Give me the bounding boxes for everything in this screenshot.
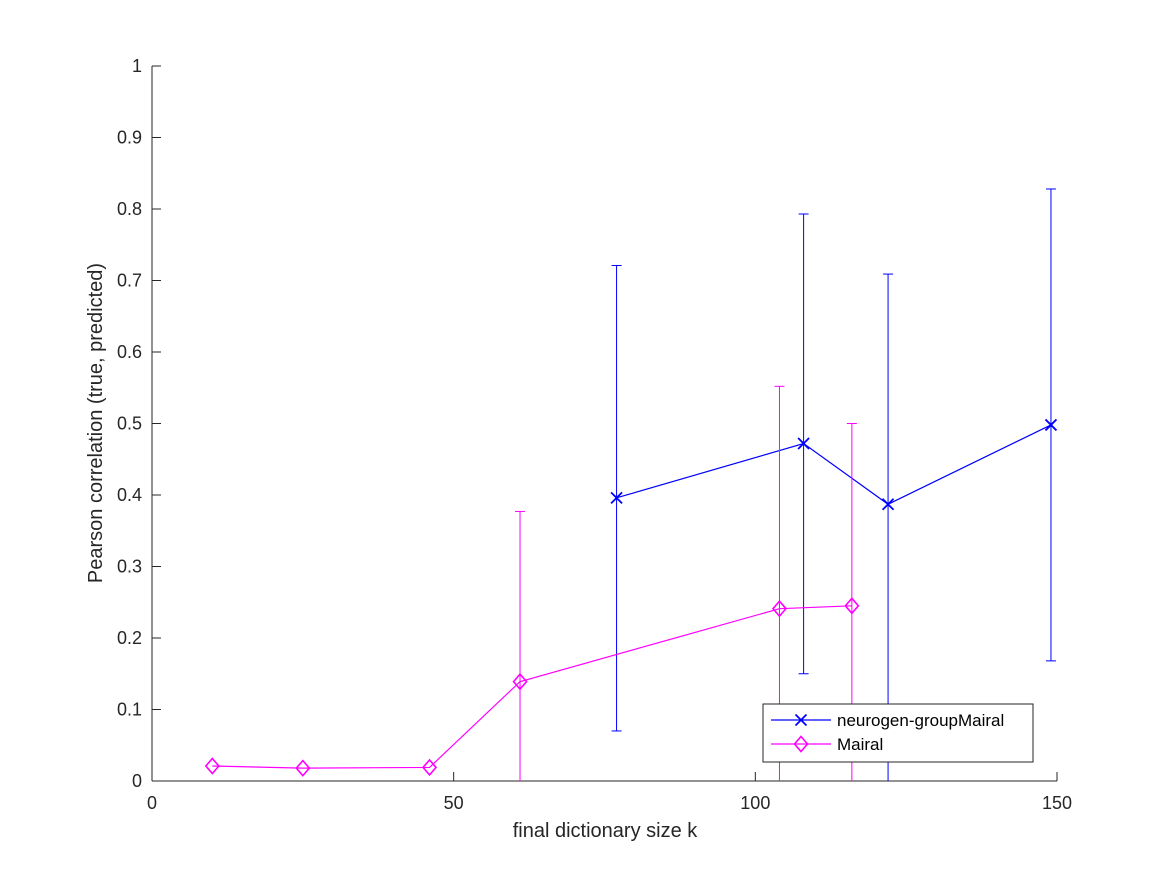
x-marker-stroke [881,498,895,511]
x-tick-label: 100 [740,793,770,813]
legend-label: Mairal [837,735,883,754]
data-point [421,758,438,777]
legend-label: neurogen-groupMairal [837,711,1004,730]
series-neurogen-groupmairal [610,188,1058,781]
legend-marker [794,713,808,727]
y-tick-label: 0.3 [117,557,142,577]
data-point [204,757,220,775]
y-tick-label: 0.9 [117,128,142,148]
legend-marker [793,735,809,753]
series-line [616,424,1052,505]
data-point [610,491,623,504]
y-tick-label: 0.7 [117,271,142,291]
x-marker-stroke [610,491,623,504]
legend: neurogen-groupMairal Mairal [762,703,1034,763]
error-bar [883,273,894,781]
x-tick-label: 50 [444,793,464,813]
y-tick-label: 0.6 [117,342,142,362]
x-tick-label: 0 [147,793,157,813]
error-bar [515,510,526,781]
y-tick-label: 0.2 [117,628,142,648]
legend-item: Mairal [771,735,883,754]
data-point [797,437,810,450]
series-line [212,605,852,769]
data-point [512,672,528,691]
x-marker-stroke [794,713,808,727]
y-tick-label: 0.4 [117,485,142,505]
data-point [1044,418,1058,432]
y-tick-label: 0.1 [117,700,142,720]
legend-box [762,703,1034,763]
x-axis-label: final dictionary size k [513,820,699,842]
legend-item: neurogen-groupMairal [771,711,1004,730]
x-tick-label: 150 [1042,793,1072,813]
data-point [881,498,895,511]
x-marker-stroke [1044,418,1058,432]
y-tick-label: 0.8 [117,199,142,219]
y-tick-label: 1 [132,56,142,76]
y-tick-label: 0 [132,771,142,791]
data-point [295,759,311,777]
axes: 0 50 100 150 0 0.1 0.2 0.3 0.4 0.5 0.6 0.7 0.8 0.9 1 [117,56,1072,813]
x-marker-stroke [797,437,810,450]
data-point [771,599,788,618]
y-tick-label: 0.5 [117,414,142,434]
y-axis-label: Pearson correlation (true, predicted) [85,263,107,583]
data-point [844,597,860,615]
